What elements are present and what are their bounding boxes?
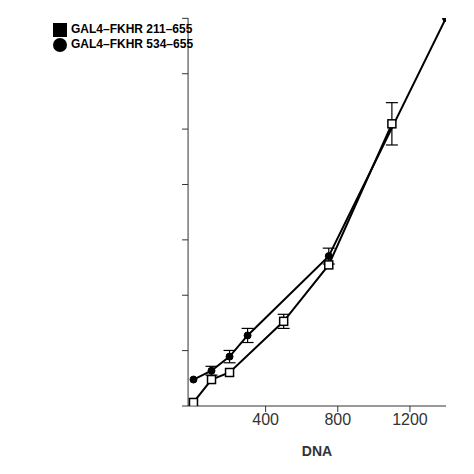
html-text:GAL4–FKHR 211–655: GAL4–FKHR 211–655 [71,22,193,36]
html-text:GAL4–FKHR 534–655: GAL4–FKHR 534–655 [71,36,194,51]
svg-text:DNA: DNA [302,443,332,459]
svg-text:400: 400 [252,411,279,428]
svg-text:1200: 1200 [392,411,428,428]
svg-text:800: 800 [324,411,351,428]
